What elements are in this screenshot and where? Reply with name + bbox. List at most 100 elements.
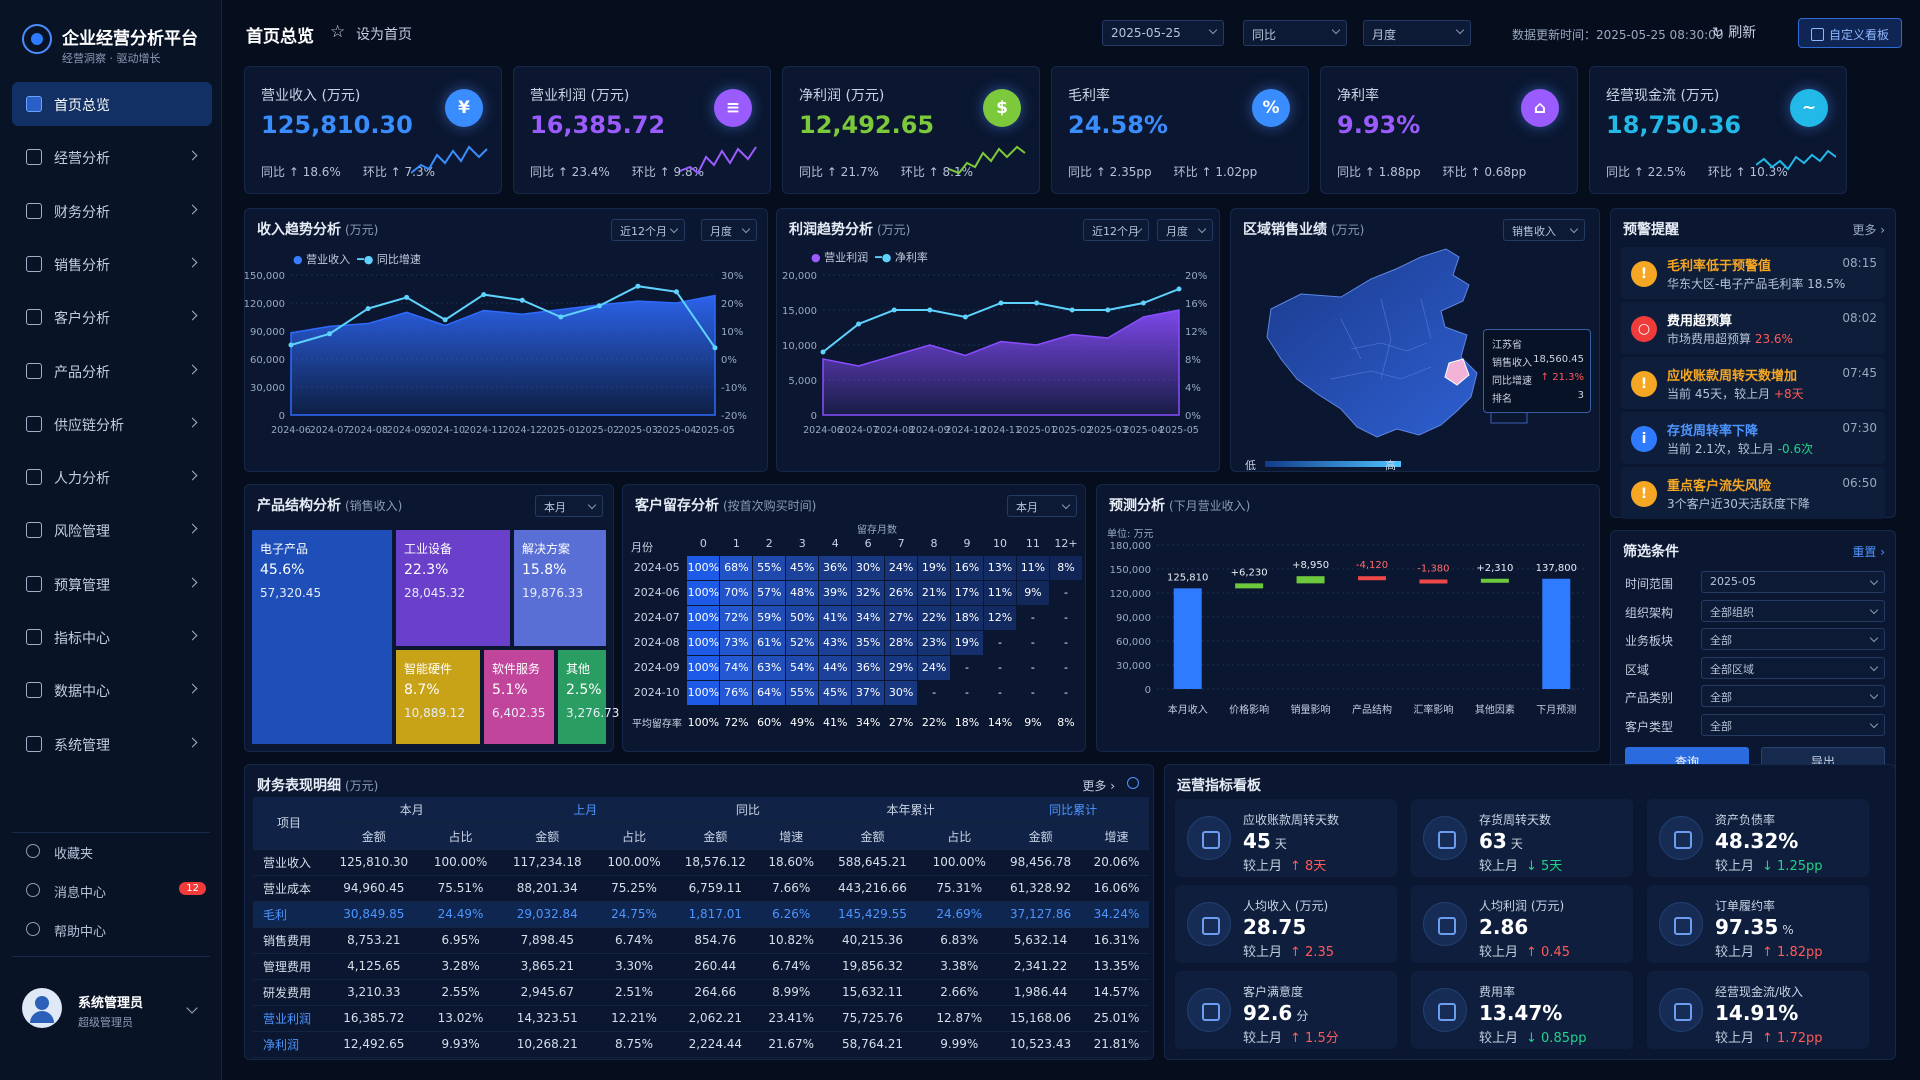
x-tick: 2025-02 xyxy=(1052,425,1092,436)
kpi-card[interactable]: 营业利润 (万元) 16,385.72 同比 ↑ 23.4% 环比 ↑ 9.8% ≡ xyxy=(513,66,771,194)
kpi-change: 同比 ↑ 1.88pp 环比 ↑ 0.68pp xyxy=(1337,163,1526,180)
ops-change: 较上月 ↑ 0.45 xyxy=(1479,941,1570,960)
filter-select[interactable]: 全部 xyxy=(1701,714,1885,736)
ops-value-number: 63 xyxy=(1479,829,1507,853)
treemap-tile[interactable]: 电子产品 45.6% 57,320.45 xyxy=(251,529,393,745)
table-row[interactable]: 营业利润 16,385.72 13.02% 14,323.51 12.21% 2,062.… xyxy=(253,1005,1149,1032)
product-period-select[interactable]: 本月 xyxy=(535,495,603,517)
profit-period-select[interactable]: 月度 xyxy=(1157,219,1213,241)
date-picker[interactable]: 2025-05-25 xyxy=(1102,20,1224,46)
ops-card[interactable]: 经营现金流/收入 14.91% 较上月 ↑ 1.72pp xyxy=(1647,971,1869,1049)
ops-card[interactable]: 费用率 13.47% 较上月 ↓ 0.85pp xyxy=(1411,971,1633,1049)
ops-title: 人均利润 (万元) xyxy=(1479,899,1565,913)
star-icon[interactable]: ☆ xyxy=(330,22,346,42)
sidebar-item-1[interactable]: 经营分析 xyxy=(12,135,212,179)
table-row[interactable]: 管理费用 4,125.65 3.28% 3,865.21 3.30% 260.44 6.74… xyxy=(253,953,1149,980)
sidebar-messages[interactable]: 消息中心 12 xyxy=(26,877,206,905)
kpi-card[interactable]: 营业收入 (万元) 125,810.30 同比 ↑ 18.6% 环比 ↑ 7.3% ¥ xyxy=(244,66,502,194)
product-title-text: 产品结构分析 xyxy=(257,498,341,514)
divider xyxy=(12,956,210,957)
sidebar-item-label: 经营分析 xyxy=(54,151,110,168)
treemap-tile[interactable]: 智能硬件 8.7% 10,889.12 xyxy=(395,649,481,745)
table-cell: 12,492.65 xyxy=(325,1031,423,1058)
alerts-more-link[interactable]: 更多 › xyxy=(1852,223,1885,237)
kpi-card[interactable]: 毛利率 24.58% 同比 ↑ 2.35pp 环比 ↑ 1.02pp% xyxy=(1051,66,1309,194)
sidebar-help[interactable]: 帮助中心 xyxy=(26,916,206,944)
sidebar-item-12[interactable]: 系统管理 xyxy=(12,722,212,766)
alert-item[interactable]: ○ 费用超预算 市场费用超预算 23.6% 08:02 xyxy=(1621,302,1885,354)
ops-change-value: ↓ 1.25pp xyxy=(1762,859,1823,874)
sidebar-favorites[interactable]: 收藏夹 xyxy=(26,838,206,866)
ops-card[interactable]: 存货周转天数 63 天较上月 ↓ 5天 xyxy=(1411,799,1633,877)
table-row[interactable]: 销售费用 8,753.21 6.95% 7,898.45 6.74% 854.76 10.8… xyxy=(253,927,1149,954)
retention-cell: - xyxy=(982,629,1017,656)
kpi-card[interactable]: 净利率 9.93% 同比 ↑ 1.88pp 环比 ↑ 0.68pp ⌂ xyxy=(1320,66,1578,194)
kpi-yoy: 同比 ↑ 2.35pp xyxy=(1068,165,1152,179)
treemap-tile[interactable]: 软件服务 5.1% 6,402.35 xyxy=(483,649,555,745)
retention-period-select[interactable]: 本月 xyxy=(1007,495,1077,517)
sidebar-item-0[interactable]: 首页总览 xyxy=(12,82,212,126)
treemap-tile[interactable]: 解决方案 15.8% 19,876.33 xyxy=(513,529,607,647)
filter-value: 全部 xyxy=(1710,720,1732,733)
ops-card[interactable]: 应收账款周转天数 45 天较上月 ↑ 8天 xyxy=(1175,799,1397,877)
table-cell: 2.51% xyxy=(596,979,672,1006)
compare-select[interactable]: 同比 xyxy=(1243,20,1347,46)
sidebar-item-9[interactable]: 预算管理 xyxy=(12,562,212,606)
kpi-yoy: 同比 ↑ 21.7% xyxy=(799,165,879,179)
profit-range-select[interactable]: 近12个月 xyxy=(1083,219,1149,241)
user-menu-chevron-icon[interactable] xyxy=(186,1002,198,1014)
table-row[interactable]: 净利润 12,492.65 9.93% 10,268.21 8.75% 2,224.44 2… xyxy=(253,1031,1149,1058)
revenue-range-select[interactable]: 近12个月 xyxy=(611,219,685,241)
filter-select[interactable]: 全部组织 xyxy=(1701,599,1885,622)
ops-card[interactable]: 人均收入 (万元) 28.75 较上月 ↑ 2.35 xyxy=(1175,885,1397,963)
table-cell: 3.38% xyxy=(921,953,998,980)
ops-card[interactable]: 人均利润 (万元) 2.86 较上月 ↑ 0.45 xyxy=(1411,885,1633,963)
ops-card[interactable]: 客户满意度 92.6 分较上月 ↑ 1.5分 xyxy=(1175,971,1397,1049)
alert-item[interactable]: i 存货周转率下降 当前 2.1次，较上月 -0.6次 07:30 xyxy=(1621,412,1885,464)
sidebar-item-4[interactable]: 客户分析 xyxy=(12,295,212,339)
set-home-link[interactable]: 设为首页 xyxy=(356,27,412,43)
sidebar-item-2[interactable]: 财务分析 xyxy=(12,189,212,233)
refresh-button[interactable]: ↻ 刷新 xyxy=(1712,22,1756,42)
avatar[interactable] xyxy=(22,988,62,1028)
alert-item[interactable]: ! 应收账款周转天数增加 当前 45天，较上月 +8天 07:45 xyxy=(1621,357,1885,409)
filter-select[interactable]: 2025-05 xyxy=(1701,571,1885,593)
table-cell: 20.06% xyxy=(1083,849,1149,876)
ops-card[interactable]: 资产负债率 48.32% 较上月 ↓ 1.25pp xyxy=(1647,799,1869,877)
treemap-tile[interactable]: 工业设备 22.3% 28,045.32 xyxy=(395,529,511,647)
financial-more-link[interactable]: 更多 › xyxy=(1082,779,1115,793)
revenue-period-select[interactable]: 月度 xyxy=(701,219,757,241)
sidebar-item-5[interactable]: 产品分析 xyxy=(12,349,212,393)
alert-item[interactable]: ! 毛利率低于预警值 华东大区-电子产品毛利率 18.5% 08:15 xyxy=(1621,247,1885,299)
sidebar-item-11[interactable]: 数据中心 xyxy=(12,668,212,712)
kpi-card[interactable]: 经营现金流 (万元) 18,750.36 同比 ↑ 22.5% 环比 ↑ 10.3% ~ xyxy=(1589,66,1847,194)
jiangsu-region[interactable] xyxy=(1444,358,1470,386)
table-row[interactable]: 研发费用 3,210.33 2.55% 2,945.67 2.51% 264.66 8.99… xyxy=(253,979,1149,1006)
table-row[interactable]: 营业成本 94,960.45 75.51% 88,201.34 75.25% 6,759.… xyxy=(253,875,1149,902)
settings-icon[interactable] xyxy=(1127,777,1139,789)
region-metric-select[interactable]: 销售收入 xyxy=(1503,219,1585,241)
revenue-trend-title-text: 收入趋势分析 xyxy=(257,222,341,238)
table-row[interactable]: 毛利 30,849.85 24.49% 29,032.84 24.75% 1,817.01… xyxy=(253,901,1149,928)
ops-change-value: ↑ 2.35 xyxy=(1290,945,1334,960)
filter-value: 全部组织 xyxy=(1710,605,1754,619)
kpi-card[interactable]: 净利润 (万元) 12,492.65 同比 ↑ 21.7% 环比 ↑ 8.1% $ xyxy=(782,66,1040,194)
alert-item[interactable]: ! 重点客户流失风险 3个客户近30天活跃度下降 06:50 xyxy=(1621,467,1885,519)
table-row[interactable]: 营业收入 125,810.30 100.00% 117,234.18 100.00% 18… xyxy=(253,849,1149,876)
treemap-tile[interactable]: 其他 2.5% 3,276.73 xyxy=(557,649,619,745)
sidebar-item-3[interactable]: 销售分析 xyxy=(12,242,212,286)
custom-dashboard-button[interactable]: 自定义看板 xyxy=(1798,18,1902,48)
sidebar-item-7[interactable]: 人力分析 xyxy=(12,455,212,499)
sidebar-item-8[interactable]: 风险管理 xyxy=(12,508,212,552)
filter-select[interactable]: 全部 xyxy=(1701,685,1885,708)
ops-card[interactable]: 订单履约率 97.35% 较上月 ↑ 1.82pp xyxy=(1647,885,1869,963)
sidebar-item-6[interactable]: 供应链分析 xyxy=(12,402,212,446)
sidebar-item-10[interactable]: 指标中心 xyxy=(12,615,212,659)
filter-select[interactable]: 全部区域 xyxy=(1701,656,1885,679)
period-select[interactable]: 月度 xyxy=(1363,20,1471,46)
china-map[interactable] xyxy=(1231,239,1601,473)
alert-emph: -0.6次 xyxy=(1777,442,1814,456)
line-point xyxy=(673,289,679,295)
filters-reset-link[interactable]: 重置 › xyxy=(1852,545,1885,559)
filter-select[interactable]: 全部 xyxy=(1701,628,1885,651)
